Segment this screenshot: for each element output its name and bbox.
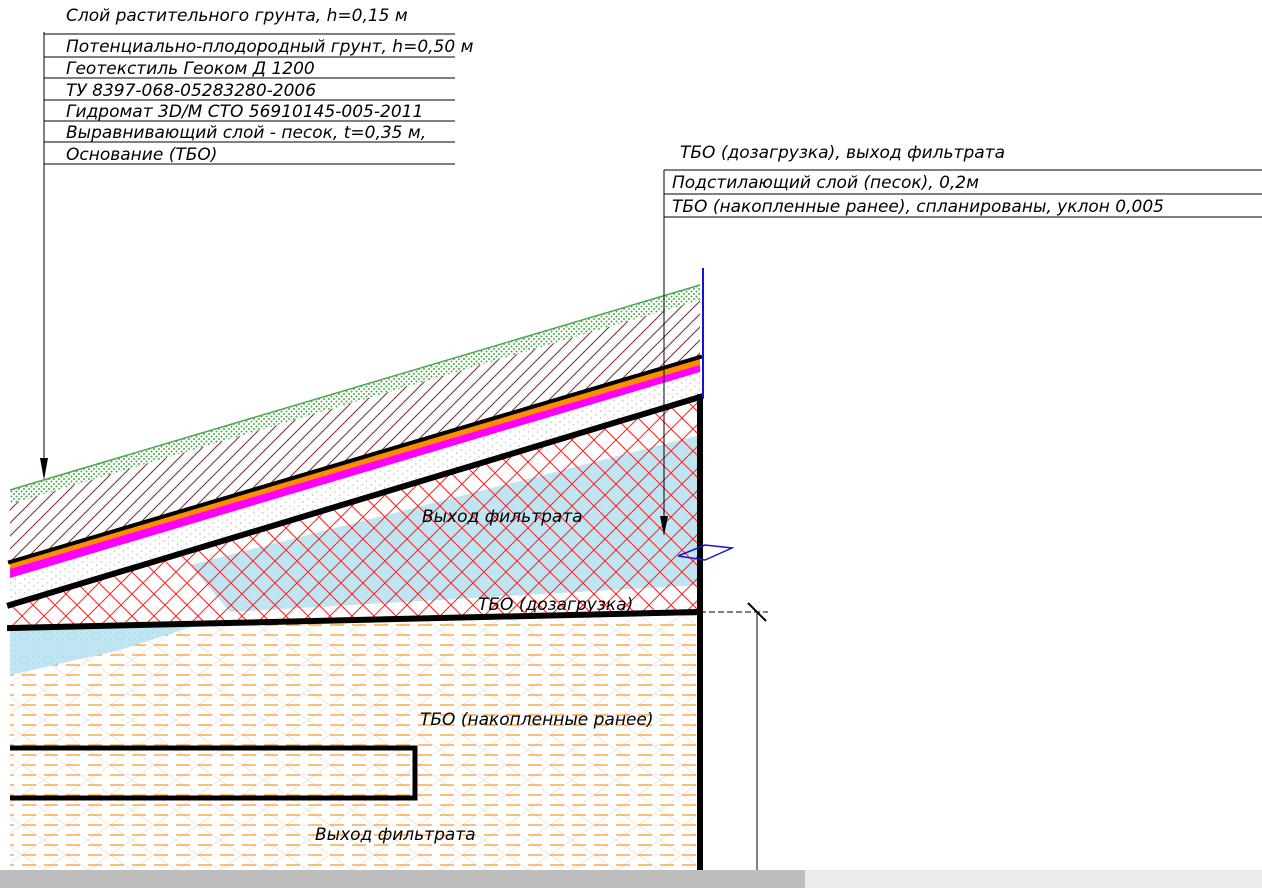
callout-left-line-4: ТУ 8397-068-05283280-2006: [66, 81, 316, 101]
level-marker: [677, 544, 735, 561]
leader-left: [40, 32, 48, 480]
section-outlines: [6, 354, 704, 873]
callout-right-line-2: Подстилающий слой (песок), 0,2м: [672, 173, 979, 193]
leader-right: [660, 170, 668, 536]
label-filtrate-lower: Выход фильтрата: [315, 825, 476, 845]
callout-left-line-5: Гидромат 3D/M СТО 56910145-005-2011: [66, 102, 423, 122]
geotextile-layer: [10, 358, 700, 569]
topsoil-edge: [9, 284, 701, 491]
callout-left-line-2: Потенциально-плодородный грунт, h=0,50 м: [66, 37, 474, 57]
label-filtrate-upper: Выход фильтрата: [422, 507, 583, 527]
label-tbo-accumulated: ТБО (накопленные ранее): [420, 710, 654, 730]
callout-left-line-7: Основание (ТБО): [66, 145, 217, 165]
callout-right-underlines: [664, 169, 1262, 218]
callout-left-line-3: Геотекстиль Геоком Д 1200: [66, 59, 315, 79]
tbo-additional-zone: [10, 397, 700, 628]
callout-left-line-6: Выравнивающий слой - песок, t=0,35 м,: [66, 123, 426, 143]
callout-right-line-3: ТБО (накопленные ранее), спланированы, у…: [672, 197, 1164, 217]
callout-left-line-1: Слой растительного грунта, h=0,15 м: [66, 6, 408, 26]
tbo-accumulated-zone: [10, 612, 700, 870]
filtrate-wedge-left: [10, 624, 200, 675]
callout-left-underlines: [44, 33, 455, 165]
geomat-layer: [10, 364, 700, 578]
topsoil-layer: [10, 285, 700, 504]
callout-right: ТБО (дозагрузка), выход фильтрата Подсти…: [672, 143, 1164, 217]
scrollbar-thumb[interactable]: [0, 870, 805, 888]
label-tbo-additional: ТБО (дозагрузка): [478, 595, 633, 615]
fertile-soil-layer: [10, 300, 700, 562]
callout-right-line-1: ТБО (дозагрузка), выход фильтрата: [680, 143, 1005, 163]
horizontal-scrollbar[interactable]: [0, 870, 1262, 888]
callout-left: Слой растительного грунта, h=0,15 м Поте…: [66, 6, 474, 165]
dimension-lines: [700, 602, 768, 870]
sand-leveling-layer: [10, 370, 700, 605]
